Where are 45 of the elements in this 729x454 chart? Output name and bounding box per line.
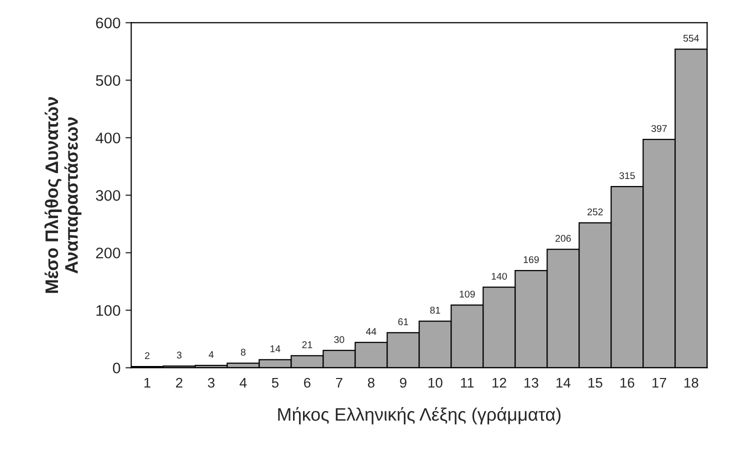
y-tick-label: 100 — [96, 305, 120, 316]
x-axis-title: Μήκος Ελληνικής Λέξης (γράμματα) — [278, 407, 561, 424]
x-tick-label: 1 — [144, 378, 150, 388]
x-tick-label: 9 — [400, 378, 406, 388]
data-label: 315 — [619, 172, 635, 180]
y-tick-label: 0 — [112, 362, 120, 374]
x-tick-label: 17 — [652, 378, 666, 388]
x-tick-label: 16 — [620, 378, 634, 388]
data-label: 2 — [145, 352, 150, 360]
x-tick-label: 15 — [588, 378, 602, 388]
data-label: 44 — [366, 328, 376, 335]
y-axis-title: Μέσο Πλήθος Δυνατών Αναπαραστάσεων — [44, 97, 82, 293]
x-tick-label: 14 — [556, 378, 570, 388]
y-tick-label: 400 — [96, 132, 120, 144]
y-tick-label: 200 — [96, 248, 120, 258]
x-tick-label: 12 — [492, 378, 506, 388]
x-tick-label: 18 — [684, 378, 698, 388]
x-tick-label: 6 — [304, 378, 310, 388]
x-tick-label: 8 — [368, 378, 374, 388]
data-label: 397 — [651, 125, 667, 132]
y-tick-label: 300 — [96, 190, 120, 201]
data-label: 169 — [524, 256, 539, 264]
x-tick-label: 13 — [524, 378, 538, 388]
x-tick-label: 3 — [208, 378, 214, 388]
data-label: 14 — [270, 345, 280, 352]
x-tick-label: 11 — [461, 378, 474, 388]
data-label: 4 — [208, 351, 214, 358]
data-label: 554 — [683, 34, 699, 42]
data-label: 8 — [240, 348, 246, 356]
data-label: 140 — [492, 272, 507, 280]
y-tick-label: 600 — [96, 18, 120, 28]
data-label: 30 — [334, 336, 344, 344]
data-label: 21 — [302, 341, 312, 348]
data-label: 3 — [176, 352, 182, 359]
x-tick-label: 5 — [272, 378, 278, 388]
data-label: 61 — [398, 318, 408, 326]
data-label: 206 — [556, 234, 571, 242]
x-tick-label: 7 — [336, 378, 342, 388]
x-tick-label: 4 — [240, 378, 247, 388]
y-tick-label: 500 — [96, 75, 120, 86]
data-label: 81 — [430, 306, 440, 314]
x-tick-label: 10 — [428, 378, 442, 388]
data-label: 252 — [588, 208, 603, 216]
data-label: 109 — [460, 290, 475, 298]
x-tick-label: 2 — [176, 378, 182, 388]
